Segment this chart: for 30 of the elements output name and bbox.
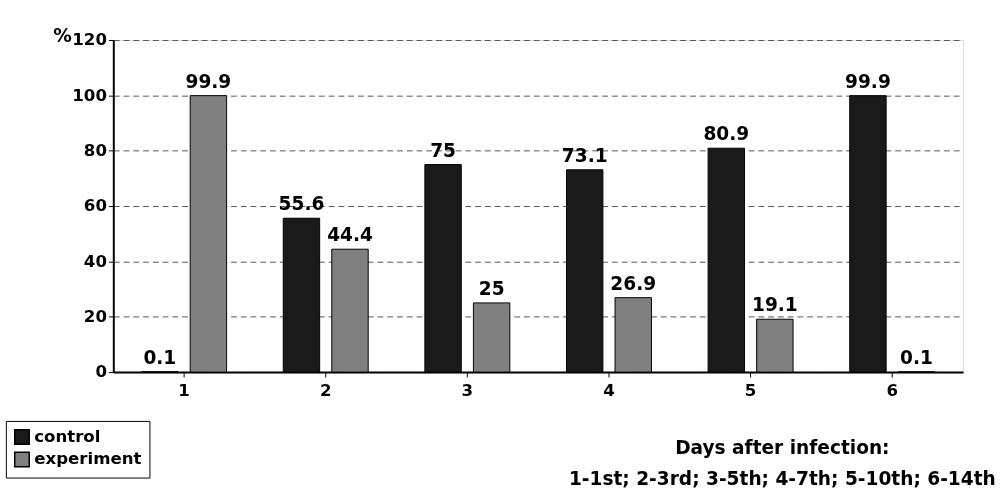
legend-label: experiment (34, 449, 142, 469)
data-label: 26.9 (610, 272, 657, 294)
x-tick-label: 2 (319, 381, 332, 401)
data-label: 80.9 (703, 123, 750, 145)
data-label: 99.9 (845, 70, 891, 92)
data-label: 73.1 (561, 144, 608, 166)
data-label: 75 (430, 139, 456, 161)
text: 1-1st; 2-3rd; 3-5th; 4-7th; 5-10th; 6-14th (568, 468, 996, 490)
data-label: 0.1 (900, 347, 933, 368)
legend-label: control (34, 426, 101, 446)
x-axis-title: Days after infection: (675, 437, 890, 459)
data-label: 44.4 (327, 224, 373, 246)
data-label: 25 (478, 278, 505, 300)
x-tick-label: 3 (461, 381, 474, 401)
y-tick-label: 60 (83, 196, 107, 216)
y-tick-label: 80 (83, 141, 107, 161)
y-tick-label: 40 (83, 251, 107, 271)
x-tick-label: 1 (178, 381, 190, 401)
y-tick-label: 0 (95, 362, 107, 382)
y-axis-title: % (53, 25, 72, 47)
y-tick-label: 20 (83, 307, 107, 327)
x-tick-label: 5 (744, 381, 757, 401)
y-tick-label: 100 (72, 85, 107, 105)
data-label: 99.9 (185, 70, 232, 92)
x-tick-label: 6 (886, 381, 898, 401)
data-label: 55.6 (278, 193, 325, 215)
y-tick-label: 120 (72, 30, 107, 50)
data-label: 19.1 (751, 294, 798, 316)
x-tick-label: 4 (603, 381, 615, 401)
data-label: 0.1 (143, 347, 177, 368)
